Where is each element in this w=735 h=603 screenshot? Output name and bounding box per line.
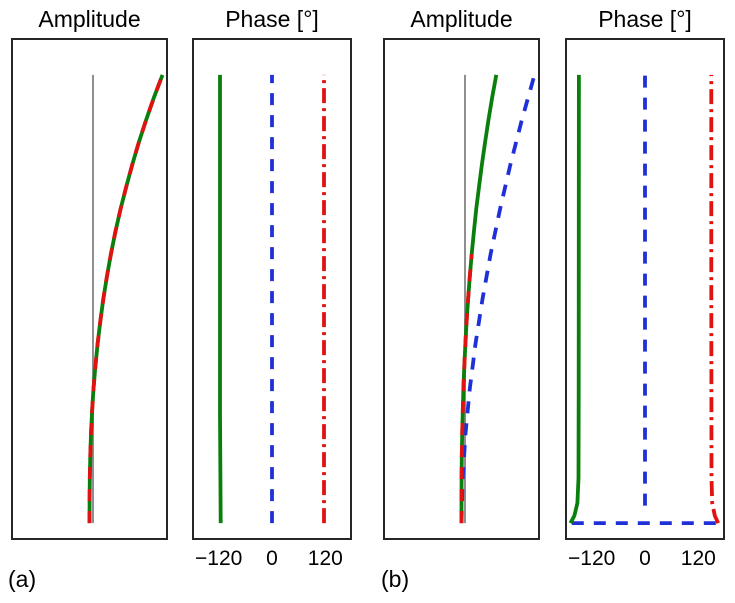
x-tick-label: −120: [568, 547, 616, 570]
x-tick-label: 0: [266, 547, 278, 570]
b-phase-plot: [568, 74, 720, 526]
series-red-dashdot: [709, 74, 720, 524]
series-blue-dashed: [459, 74, 537, 524]
x-tick-label: 0: [639, 547, 651, 570]
a-phase-plot: [218, 74, 326, 524]
panel-title-amplitude-a: Amplitude: [38, 6, 141, 32]
b-amplitude-plot: [459, 74, 537, 524]
series-green-solid: [568, 74, 581, 524]
x-tick-label: 120: [680, 547, 716, 570]
panel-a-phase: [192, 38, 352, 540]
panel-title-phase-a: Phase [°]: [225, 6, 319, 32]
x-tick-label: 120: [307, 547, 343, 570]
series-red-dashed: [459, 253, 474, 524]
panel-a-amplitude: [11, 38, 168, 540]
series-green-solid: [218, 74, 223, 524]
subfigure-label-a: (a): [8, 566, 37, 592]
a-phase-x-ticks: −120 0 120: [192, 547, 352, 573]
b-phase-x-ticks: −120 0 120: [565, 547, 725, 573]
series-red-dashed: [87, 74, 165, 524]
a-amplitude-plot: [87, 74, 165, 524]
subfigure-label-b: (b): [381, 566, 410, 592]
panel-title-phase-b: Phase [°]: [598, 6, 692, 32]
panel-title-amplitude-b: Amplitude: [410, 6, 513, 32]
panel-b-amplitude: [383, 38, 540, 540]
series-green-solid: [87, 74, 165, 524]
x-tick-label: −120: [195, 547, 243, 570]
panel-b-phase: [565, 38, 725, 540]
